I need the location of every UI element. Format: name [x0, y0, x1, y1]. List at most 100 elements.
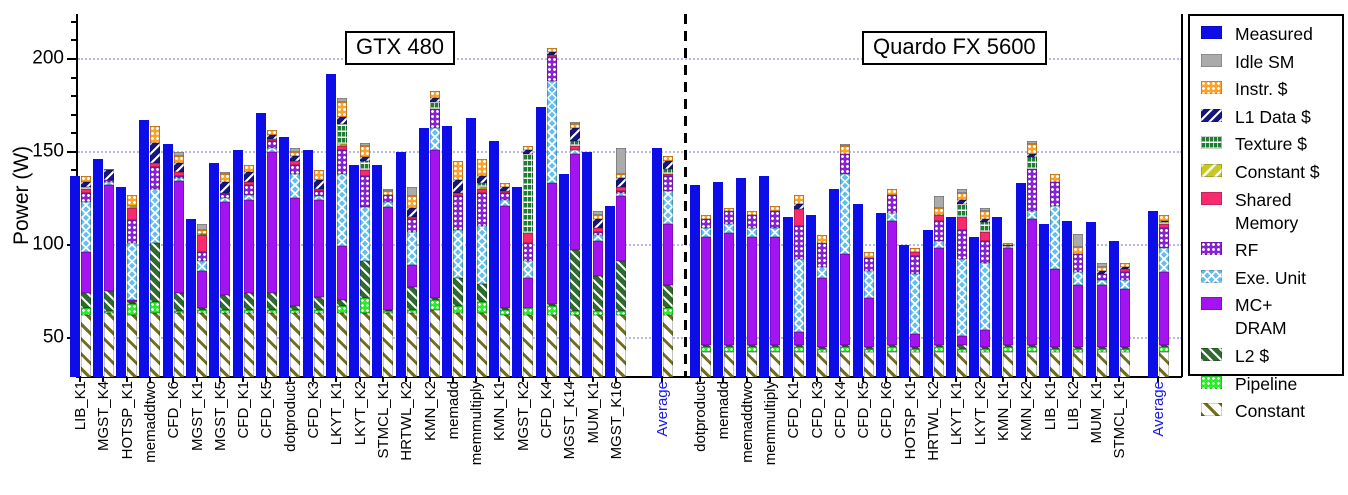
x-tick-CFD_K6 — [172, 377, 175, 382]
x-tick-CFD_K3 — [312, 377, 314, 382]
segment-mc_dram-memaddtwo — [747, 237, 758, 345]
bar-stack-memmultiply — [770, 205, 781, 377]
segment-l1-MGST_K5 — [220, 181, 231, 193]
group-title-gtx480: GTX 480 — [345, 31, 456, 65]
segment-exe-CFD_K5 — [863, 270, 874, 299]
segment-rf-STMCL_K1 — [383, 194, 394, 202]
legend-swatch-constant_cache — [1201, 163, 1222, 177]
x-tick-label-LIB_K1: LIB_K1 — [72, 381, 89, 431]
segment-l2-LIB_K2 — [1073, 346, 1084, 349]
x-tick-KMN_K2 — [428, 377, 431, 382]
segment-constant_cache-HOTSP_K1 — [127, 205, 138, 208]
segment-shared-HOTSP_K1 — [910, 252, 921, 256]
legend-label-measured: Measured — [1235, 24, 1313, 44]
segment-l2-MGST_K16 — [616, 261, 627, 312]
bar-measured-dotproduct — [279, 136, 290, 377]
bar-measured-MGST_K5 — [209, 162, 220, 377]
segment-l1-KMN_K1 — [499, 187, 510, 191]
legend-swatch-instr — [1201, 81, 1222, 95]
segment-exe-Average — [662, 190, 673, 225]
segment-constant-Average — [1158, 352, 1169, 377]
x-tick-label-CFD_K6: CFD_K6 — [878, 381, 896, 439]
x-tick-MGST_K2 — [521, 377, 524, 382]
segment-exe-MGST_K1 — [197, 261, 207, 271]
segment-l2-HOTSP_K1 — [127, 302, 138, 304]
segment-l2-memmultiply — [770, 344, 781, 347]
segment-constant-MGST_K2 — [523, 315, 534, 377]
segment-mc_dram-KMN_K2 — [430, 149, 440, 299]
segment-instr-HRTWL_K2 — [933, 207, 944, 215]
segment-pipeline-KMN_K2 — [1026, 346, 1037, 353]
bar-stack-Average — [662, 155, 673, 377]
segment-l1-memaddtwo — [150, 142, 161, 163]
segment-instr-LKYT_K2 — [980, 211, 991, 219]
segment-l1-LKYT_K1 — [336, 116, 347, 124]
segment-l2-KMN_K2 — [1026, 344, 1037, 347]
segment-constant-CFD_K6 — [886, 352, 897, 377]
segment-l1-KMN_K2 — [1026, 153, 1037, 158]
x-tick-label-LIB_K1: LIB_K1 — [1041, 381, 1059, 431]
bar-stack-KMN_K2 — [430, 90, 440, 377]
bar-measured-CFD_K1 — [232, 149, 243, 377]
segment-rf-CFD_K4 — [840, 153, 851, 175]
x-tick-MGST_K4 — [102, 377, 105, 382]
legend-label-l2: L2 $ — [1235, 345, 1270, 366]
segment-l2-HRTWL_K2 — [406, 287, 417, 310]
segment-constant-LKYT_K2 — [980, 352, 991, 377]
segment-l2-LKYT_K1 — [956, 344, 967, 349]
segment-texture-Average — [1158, 222, 1169, 225]
segment-shared-dotproduct — [290, 161, 301, 165]
x-tick-CFD_K5 — [265, 377, 268, 382]
segment-constant-MGST_K4 — [103, 313, 114, 377]
bar-measured-HRTWL_K2 — [922, 229, 933, 377]
bar-measured-Average — [1147, 211, 1158, 377]
segment-instr-LIB_K1 — [80, 175, 91, 182]
segment-pipeline-memmultiply — [770, 346, 781, 353]
y-tick-190 — [71, 76, 76, 79]
bar-stack-dotproduct — [700, 214, 711, 377]
segment-mc_dram-MGST_K14 — [569, 153, 580, 251]
segment-rf-HRTWL_K2 — [406, 218, 417, 232]
segment-exe-LIB_K1 — [1050, 205, 1060, 269]
segment-pipeline-STMCL_K1 — [1119, 348, 1130, 353]
y-tick-160 — [71, 132, 76, 135]
segment-l1-LKYT_K2 — [360, 157, 371, 162]
segment-rf-STMCL_K1 — [1119, 272, 1130, 280]
segment-constant-LIB_K2 — [1073, 352, 1084, 377]
segment-shared-memaddtwo — [150, 162, 161, 167]
segment-pipeline-HOTSP_K1 — [127, 303, 138, 316]
x-tick-label-MGST_K5: MGST_K5 — [211, 381, 229, 452]
y-tick-180 — [71, 95, 76, 98]
x-tick-label-CFD_K5: CFD_K5 — [855, 381, 873, 439]
x-tick-CFD_K4 — [545, 377, 547, 382]
segment-rf-CFD_K1 — [243, 185, 254, 195]
segment-exe-dotproduct — [700, 227, 711, 238]
bar-measured-MUM_K1 — [1085, 222, 1096, 377]
segment-l1-LIB_K1 — [80, 181, 91, 188]
segment-idle_sm-LKYT_K2 — [360, 142, 371, 147]
x-tick-label-LKYT_K2: LKYT_K2 — [971, 381, 989, 446]
segment-exe-KMN_K2 — [1026, 211, 1037, 219]
segment-exe-HRTWL_K2 — [406, 231, 417, 266]
segment-constant-memadd — [723, 352, 734, 377]
segment-texture-KMN_K2 — [1026, 157, 1037, 169]
bar-measured-MGST_K2 — [512, 187, 523, 377]
x-tick-HRTWL_K2 — [405, 377, 408, 382]
x-tick-label-LKYT_K1: LKYT_K1 — [948, 381, 966, 446]
segment-l2-CFD_K6 — [173, 292, 184, 312]
x-tick-label-KMN_K1: KMN_K1 — [491, 381, 509, 442]
segment-instr-CFD_K3 — [817, 235, 827, 243]
segment-rf-MUM_K1 — [593, 231, 604, 236]
segment-shared-LKYT_K1 — [336, 146, 347, 150]
gridline-200 — [78, 57, 1182, 60]
bar-measured-CFD_K5 — [255, 112, 266, 377]
segment-instr-Average — [662, 155, 673, 162]
bar-measured-CFD_K4 — [829, 188, 840, 377]
segment-mc_dram-CFD_K3 — [313, 200, 324, 297]
bar-measured-memmultiply — [759, 175, 770, 377]
segment-shared-MGST_K1 — [197, 235, 207, 253]
segment-l2-LKYT_K1 — [336, 300, 347, 306]
segment-idle_sm-MUM_K1 — [1096, 263, 1107, 267]
legend-swatch-texture — [1201, 136, 1222, 150]
bar-measured-LIB_K1 — [69, 175, 80, 377]
